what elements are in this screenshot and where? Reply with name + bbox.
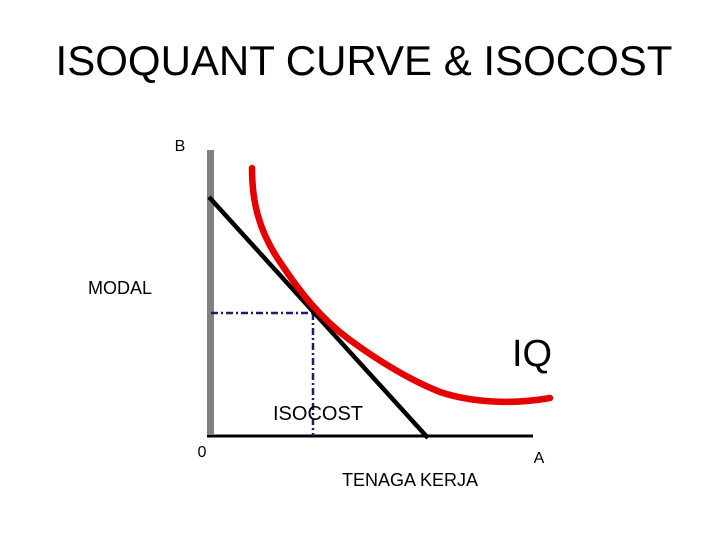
x-axis-label: TENAGA KERJA	[342, 470, 478, 490]
isoquant-curve	[248, 164, 554, 406]
x-axis-letter: A	[534, 450, 545, 467]
y-axis-label: MODAL	[88, 278, 152, 298]
isocost-line	[207, 195, 430, 440]
title: ISOQUANT CURVE & ISOCOST	[56, 37, 673, 84]
y-axis-letter: B	[175, 138, 186, 155]
origin-label: 0	[198, 444, 207, 461]
curve-label: IQ	[512, 333, 552, 375]
y-axis	[207, 150, 214, 434]
line-label: ISOCOST	[273, 403, 363, 425]
